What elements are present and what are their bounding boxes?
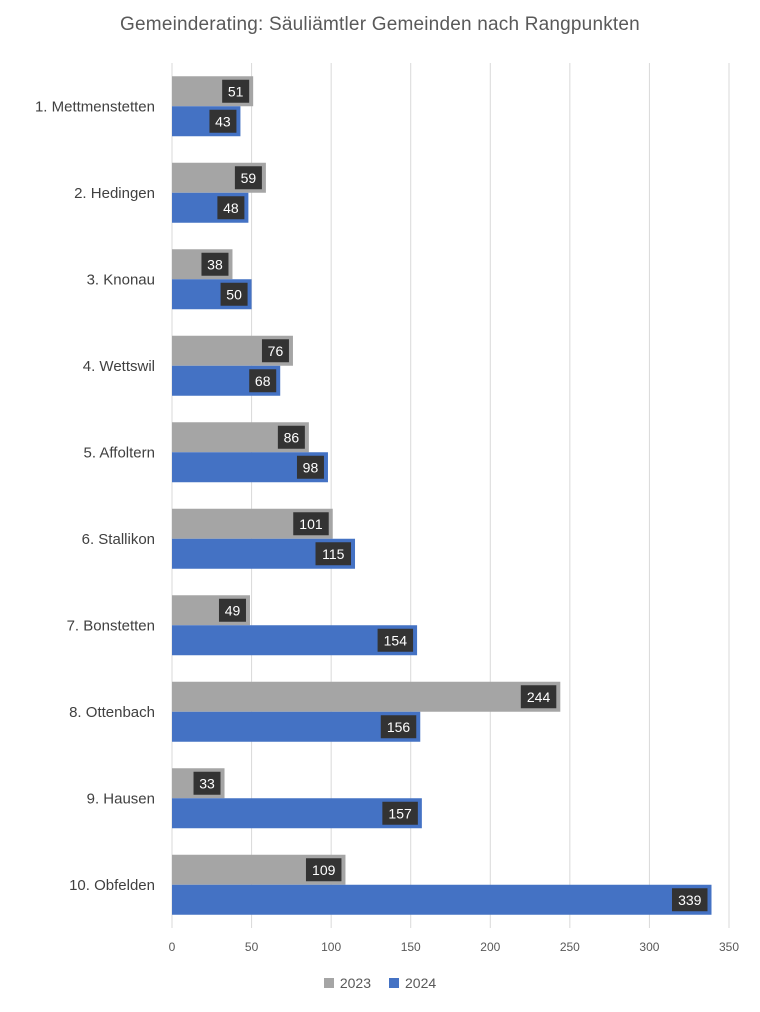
x-tick-label-0: 0 bbox=[169, 940, 176, 954]
data-label-2024: 50 bbox=[226, 286, 242, 302]
category-label: 8. Ottenbach bbox=[69, 704, 155, 721]
data-label-2023: 76 bbox=[268, 343, 284, 359]
data-label-box bbox=[520, 685, 557, 709]
category-label: 5. Affoltern bbox=[84, 444, 155, 461]
category-label: 10. Obfelden bbox=[69, 877, 155, 894]
data-label-box bbox=[249, 369, 277, 393]
legend-label: 2024 bbox=[405, 975, 437, 991]
category-label: 7. Bonstetten bbox=[67, 617, 155, 634]
data-label-2023: 49 bbox=[225, 602, 241, 618]
data-label-box bbox=[377, 628, 414, 652]
data-label-2024: 339 bbox=[678, 892, 702, 908]
chart-title: Gemeinderating: Säuliämtler Gemeinden na… bbox=[120, 14, 640, 35]
data-label-2023: 59 bbox=[241, 170, 257, 186]
data-label-box bbox=[380, 715, 417, 739]
data-label-2023: 101 bbox=[299, 516, 323, 532]
data-label-box bbox=[209, 109, 237, 133]
data-label-2024: 115 bbox=[322, 546, 345, 562]
legend-label: 2023 bbox=[339, 975, 371, 991]
data-label-2024: 48 bbox=[223, 200, 239, 216]
x-tick-label-250: 250 bbox=[560, 940, 580, 954]
data-label-box bbox=[293, 512, 329, 536]
x-tick-label-150: 150 bbox=[401, 940, 421, 954]
x-tick-label-300: 300 bbox=[639, 940, 659, 954]
data-label-2024: 43 bbox=[215, 113, 231, 129]
legend-swatch bbox=[323, 978, 334, 988]
data-label-2024: 157 bbox=[388, 805, 412, 821]
legend-swatch bbox=[389, 978, 399, 988]
data-label-box bbox=[218, 598, 246, 622]
category-label: 9. Hausen bbox=[87, 790, 155, 807]
legend-item-2023: 2023 bbox=[323, 975, 371, 991]
data-label-box bbox=[220, 282, 248, 306]
bar-2024 bbox=[172, 625, 418, 656]
category-label: 3. Knonau bbox=[87, 271, 155, 288]
bar-2024 bbox=[172, 884, 712, 915]
x-tick-label-200: 200 bbox=[480, 940, 500, 954]
data-label-box bbox=[201, 252, 229, 276]
data-label-box bbox=[217, 196, 245, 220]
x-tick-label-50: 50 bbox=[245, 940, 259, 954]
category-label: 6. Stallikon bbox=[82, 531, 155, 548]
category-label: 4. Wettswil bbox=[83, 358, 155, 375]
data-label-2024: 156 bbox=[387, 719, 411, 735]
data-label-2023: 38 bbox=[207, 256, 223, 272]
category-label: 1. Mettmenstetten bbox=[35, 98, 155, 115]
data-label-2024: 68 bbox=[255, 373, 271, 389]
bar-2024 bbox=[172, 798, 422, 829]
data-label-box bbox=[261, 339, 289, 363]
bar-2024 bbox=[172, 711, 421, 742]
x-tick-label-350: 350 bbox=[719, 940, 739, 954]
data-label-box bbox=[222, 79, 250, 103]
data-label-box bbox=[277, 425, 305, 449]
data-label-2023: 86 bbox=[284, 429, 300, 445]
data-label-2024: 98 bbox=[303, 459, 319, 475]
data-label-2023: 33 bbox=[199, 775, 215, 791]
data-label-2023: 109 bbox=[312, 862, 336, 878]
data-label-box bbox=[315, 542, 352, 566]
legend: 2023 2024 bbox=[0, 975, 760, 991]
data-label-2023: 244 bbox=[527, 689, 551, 705]
x-tick-label-100: 100 bbox=[321, 940, 341, 954]
data-label-box bbox=[193, 771, 221, 795]
bar-2023 bbox=[172, 681, 561, 712]
data-label-2024: 154 bbox=[384, 632, 408, 648]
data-label-box bbox=[234, 166, 262, 190]
data-label-box bbox=[671, 888, 708, 912]
data-label-box bbox=[305, 858, 342, 882]
category-label: 2. Hedingen bbox=[74, 185, 155, 202]
data-label-box bbox=[382, 801, 418, 825]
data-label-2023: 51 bbox=[228, 83, 244, 99]
legend-item-2024: 2024 bbox=[389, 975, 436, 991]
data-label-box bbox=[296, 455, 324, 479]
